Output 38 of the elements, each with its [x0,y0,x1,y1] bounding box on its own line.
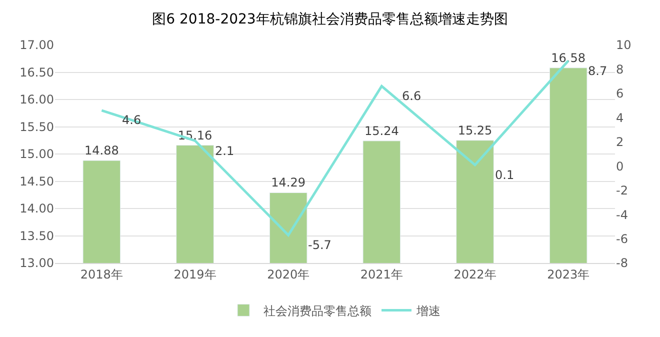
y2-tick-label: 4 [616,110,624,125]
y-tick-label: 13.00 [20,256,54,270]
y-tick-label: 17.00 [20,38,54,52]
y2-tick-label: -8 [616,256,628,270]
x-tick-label: 2021年 [360,267,403,282]
data-label: 16.58 [551,50,586,65]
x-tick-label: 2020年 [267,267,310,282]
y-tick-label: 15.00 [20,147,54,162]
x-tick-label: 2023年 [547,267,590,282]
y-tick-label: 14.50 [20,174,54,188]
data-label: 6.6 [402,89,422,103]
y2-tick-label: 2 [616,135,624,150]
y2-tick-label: 8 [616,62,624,76]
y2-tick-label: -2 [616,184,628,198]
legend-label: 增速 [416,304,440,318]
data-label: 14.29 [271,176,306,190]
x-tick-label: 2019年 [174,267,216,282]
y2-tick-label: 6 [616,86,624,101]
chart-title: 图6 2018-2023年杭锦旗社会消费品零售总额增速走势图 [152,11,508,28]
data-label: 15.24 [364,124,399,138]
data-label: 15.25 [458,123,492,138]
x-tick-label: 2022年 [454,267,496,282]
y-tick-label: 15.50 [20,120,54,134]
y2-tick-label: 0 [616,159,624,174]
data-label: 8.7 [588,64,608,78]
data-label: -5.7 [308,238,332,252]
y2-tick-label: -6 [616,232,628,246]
y2-tick-label: -4 [616,208,628,222]
y-tick-label: 13.50 [20,228,54,243]
y-tick-label: 16.00 [20,92,54,107]
data-label: 2.1 [215,144,234,158]
y-tick-label: 16.50 [20,65,54,80]
legend-label: 社会消费品零售总额 [264,304,372,318]
y-tick-label: 14.00 [20,202,54,216]
y2-tick-label: 10 [616,38,632,52]
x-tick-label: 2018年 [80,267,123,282]
data-label: 14.88 [84,144,119,158]
data-label: 0.1 [495,168,514,182]
